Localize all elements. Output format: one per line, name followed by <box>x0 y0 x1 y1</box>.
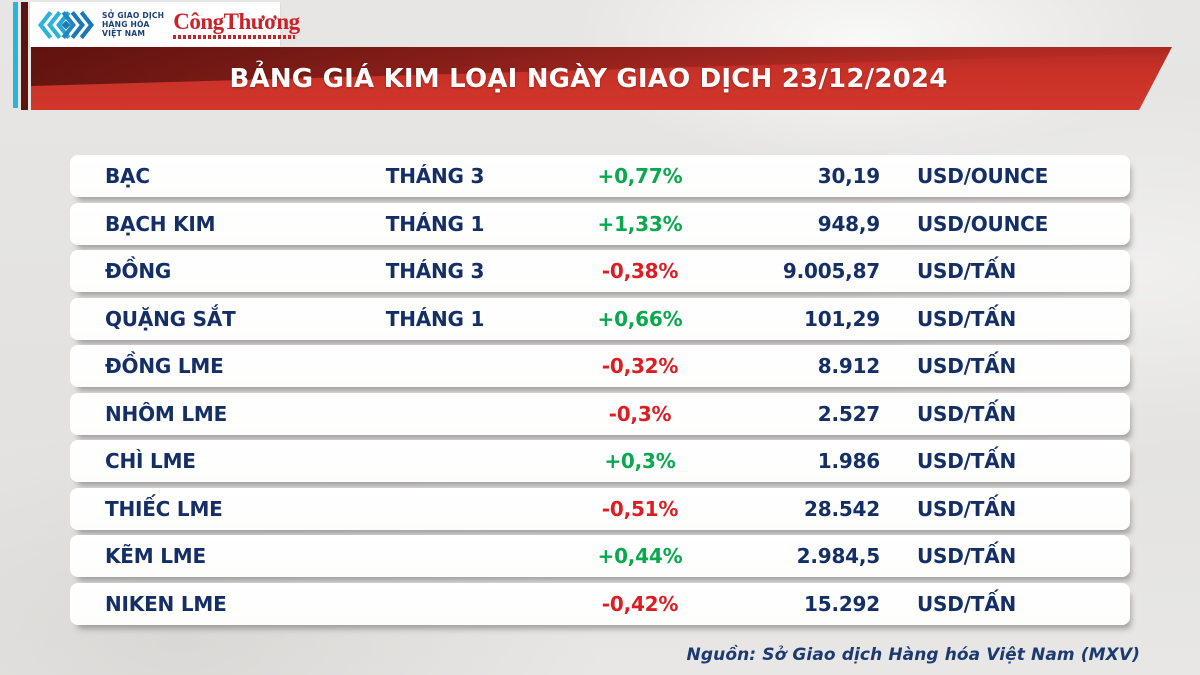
change-percent: +0,3% <box>604 449 676 473</box>
price-value: 948,9 <box>817 211 880 236</box>
change-percent: +0,66% <box>597 306 683 331</box>
contract-month: THÁNG 3 <box>385 259 485 283</box>
metal-name: NHÔM LME <box>105 401 228 426</box>
mxv-chevron-logo-icon <box>37 10 95 39</box>
price-value: 2.527 <box>817 401 880 426</box>
price-value: 28.542 <box>804 496 880 521</box>
mxv-org-line1: SỞ GIAO DỊCH <box>102 10 165 20</box>
contract-month: THÁNG 3 <box>385 164 485 188</box>
metal-name: NIKEN LME <box>105 591 227 616</box>
price-table: BẠC THÁNG 3 +0,77% 30,19 USD/OUNCE BẠCH … <box>70 155 1130 630</box>
price-unit: USD/OUNCE <box>917 211 1049 236</box>
metal-name: QUẶNG SẮT <box>105 306 236 331</box>
table-row: NHÔM LME -0,3% 2.527 USD/TẤN <box>70 392 1130 435</box>
metal-name: ĐỒNG LME <box>105 354 224 378</box>
change-percent: +1,33% <box>597 211 683 236</box>
table-row: KẼM LME +0,44% 2.984,5 USD/TẤN <box>70 535 1130 577</box>
change-percent: -0,51% <box>601 496 679 521</box>
change-percent: -0,32% <box>601 354 679 378</box>
price-value: 15.292 <box>804 591 880 616</box>
change-percent: -0,3% <box>608 401 672 426</box>
table-row: BẠCH KIM THÁNG 1 +1,33% 948,9 USD/OUNCE <box>70 202 1130 245</box>
congthuong-wordmark: CôngThương <box>173 9 300 34</box>
table-row: BẠC THÁNG 3 +0,77% 30,19 USD/OUNCE <box>70 155 1130 197</box>
change-percent: -0,42% <box>601 591 679 616</box>
mxv-org-line2: HÀNG HÓA <box>102 19 150 29</box>
price-value: 30,19 <box>817 164 880 188</box>
table-row: QUẶNG SẮT THÁNG 1 +0,66% 101,29 USD/TẤN <box>70 297 1130 340</box>
metal-name: CHÌ LME <box>105 449 196 473</box>
page-title: BẢNG GIÁ KIM LOẠI NGÀY GIAO DỊCH 23/12/2… <box>229 63 948 94</box>
congthuong-logo: CôngThương <box>173 9 300 39</box>
mxv-org-line3: VIỆT NAM <box>102 29 146 39</box>
contract-month: THÁNG 1 <box>385 306 485 331</box>
price-value: 1.986 <box>817 449 880 473</box>
contract-month: THÁNG 1 <box>385 211 485 236</box>
congthuong-tagline-bar <box>173 35 295 39</box>
price-value: 2.984,5 <box>796 544 881 568</box>
mxv-organization-name: SỞ GIAO DỊCH HÀNG HÓA VIỆT NAM <box>102 11 164 38</box>
change-percent: -0,38% <box>601 259 679 283</box>
price-unit: USD/TẤN <box>917 544 1017 568</box>
title-banner: BẢNG GIÁ KIM LOẠI NGÀY GIAO DỊCH 23/12/2… <box>31 47 1172 110</box>
price-unit: USD/TẤN <box>917 496 1017 521</box>
accent-stripe-maroon <box>21 2 28 110</box>
price-unit: USD/OUNCE <box>917 164 1049 188</box>
source-attribution: Nguồn: Sở Giao dịch Hàng hóa Việt Nam (M… <box>686 645 1140 665</box>
price-unit: USD/TẤN <box>917 449 1017 473</box>
metal-name: KẼM LME <box>105 544 206 568</box>
price-unit: USD/TẤN <box>917 354 1017 378</box>
change-percent: +0,44% <box>597 544 683 568</box>
price-value: 9.005,87 <box>782 259 880 283</box>
metal-name: BẠCH KIM <box>105 211 216 236</box>
table-row: CHÌ LME +0,3% 1.986 USD/TẤN <box>70 440 1130 482</box>
price-unit: USD/TẤN <box>917 306 1017 331</box>
price-unit: USD/TẤN <box>917 259 1017 283</box>
metal-name: ĐỒNG <box>105 259 172 283</box>
price-unit: USD/TẤN <box>917 591 1017 616</box>
table-row: ĐỒNG THÁNG 3 -0,38% 9.005,87 USD/TẤN <box>70 250 1130 292</box>
change-percent: +0,77% <box>597 164 683 188</box>
table-row: THIẾC LME -0,51% 28.542 USD/TẤN <box>70 487 1130 530</box>
table-row: NIKEN LME -0,42% 15.292 USD/TẤN <box>70 582 1130 625</box>
metal-name: BẠC <box>105 164 150 188</box>
accent-stripe-cyan <box>13 2 18 108</box>
table-row: ĐỒNG LME -0,32% 8.912 USD/TẤN <box>70 345 1130 387</box>
price-value: 101,29 <box>804 306 880 331</box>
price-unit: USD/TẤN <box>917 401 1017 426</box>
metal-name: THIẾC LME <box>105 496 223 521</box>
price-value: 8.912 <box>817 354 880 378</box>
header-logo-plate: SỞ GIAO DỊCH HÀNG HÓA VIỆT NAM CôngThươn… <box>30 2 300 47</box>
